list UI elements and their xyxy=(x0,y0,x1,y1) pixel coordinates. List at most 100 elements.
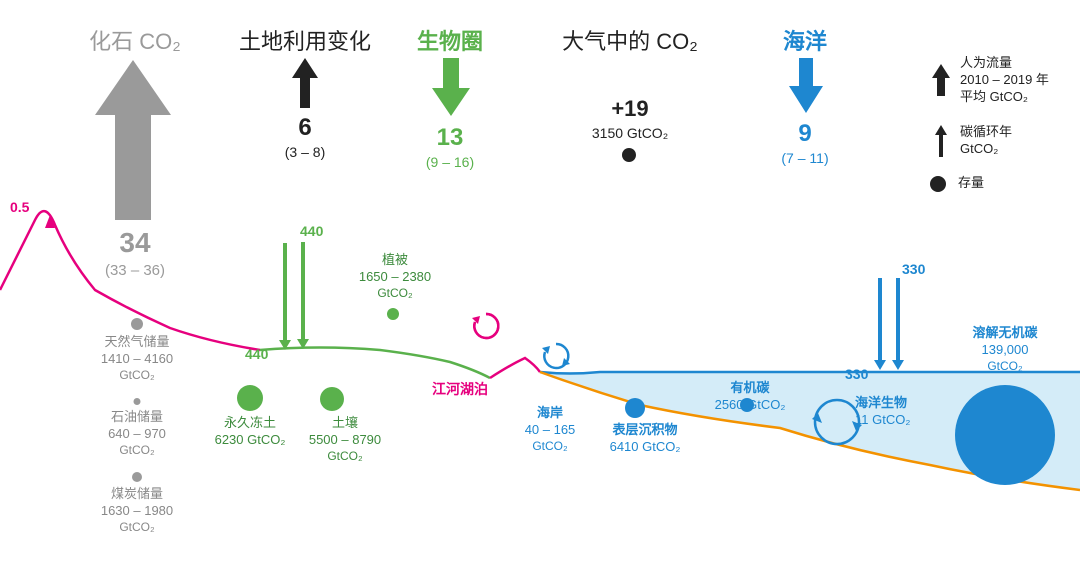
peak-value: 0.5 xyxy=(10,198,29,216)
legend-cycle-l1: 碳循环年 xyxy=(960,124,1012,141)
sediment-stock: 表层沉积物 6410 GtCO₂ xyxy=(595,422,695,456)
ocean-cycle-down: 330 xyxy=(845,365,868,383)
gas-dot xyxy=(131,318,143,330)
coast-cycle-icon xyxy=(540,340,572,372)
land-line xyxy=(260,348,490,379)
permafrost-dot xyxy=(237,385,263,411)
soil-unit: GtCO₂ xyxy=(295,449,395,465)
atmos-dot xyxy=(622,148,636,162)
legend: 人为流量 2010 – 2019 年 平均 GtCO₂ 碳循环年 GtCO₂ 存… xyxy=(930,55,1060,192)
oil-dot xyxy=(134,398,141,405)
soil-stock: 土壤 5500 – 8790 GtCO₂ xyxy=(295,415,395,464)
permafrost-stock: 永久冻土 6230 GtCO₂ xyxy=(205,415,295,449)
ocean-cycle-arrows xyxy=(870,270,910,370)
fossil-values: 34 (33 – 36) xyxy=(95,225,175,281)
land-cycle-up: 440 xyxy=(300,222,323,240)
soil-range: 5500 – 8790 xyxy=(295,432,395,449)
coal-unit: GtCO₂ xyxy=(82,520,192,536)
gas-stock: 天然气储量 1410 – 4160 GtCO₂ xyxy=(82,318,192,383)
ocean-block: 海洋 xyxy=(765,28,845,57)
river-cycle-icon xyxy=(470,310,502,342)
coast-range: 40 – 165 xyxy=(510,422,590,439)
ocean-title: 海洋 xyxy=(765,28,845,57)
veg-label: 植被 xyxy=(345,252,445,269)
coast-stock: 海岸 40 – 165 GtCO₂ xyxy=(510,405,590,454)
veg-stock: 植被 1650 – 2380 GtCO₂ xyxy=(345,252,445,301)
organic-stock: 有机碳 2560 GtCO₂ xyxy=(705,380,795,414)
rivers-label: 江河湖泊 xyxy=(420,380,500,398)
legend-anthro-l1: 人为流量 xyxy=(960,55,1049,72)
fossil-arrow xyxy=(93,60,173,220)
legend-anthro: 人为流量 2010 – 2019 年 平均 GtCO₂ xyxy=(930,55,1060,106)
dic-stock: 溶解无机碳 139,000 GtCO₂ xyxy=(955,325,1055,374)
veg-dot xyxy=(387,308,399,320)
river-line xyxy=(490,358,540,378)
organic-label: 有机碳 xyxy=(705,380,795,397)
permafrost-range: 6230 GtCO₂ xyxy=(205,432,295,449)
fossil-range: (33 – 36) xyxy=(95,261,175,281)
land-cycle-arrows xyxy=(275,235,315,350)
legend-cycle-l2: GtCO₂ xyxy=(960,141,1012,158)
legend-anthro-l2: 2010 – 2019 年 xyxy=(960,72,1049,89)
fossil-block: 化石 CO₂ xyxy=(75,28,195,57)
sediment-range: 6410 GtCO₂ xyxy=(595,439,695,456)
dic-unit: GtCO₂ xyxy=(955,359,1055,375)
biosphere-range: (9 – 16) xyxy=(415,153,485,171)
oil-stock: 石油储量 640 – 970 GtCO₂ xyxy=(82,398,192,458)
atmos-block: 大气中的 CO₂ xyxy=(555,28,705,57)
landuse-arrow xyxy=(290,58,320,108)
marine-stock: 海洋生物 11 GtCO₂ xyxy=(855,395,935,429)
watermark-text: 华南植物园 xyxy=(950,507,1050,536)
biosphere-value: 13 xyxy=(415,122,485,153)
coal-dot xyxy=(132,472,142,482)
coast-label: 海岸 xyxy=(510,405,590,422)
biosphere-values: 13 (9 – 16) xyxy=(415,122,485,171)
organic-range: 2560 GtCO₂ xyxy=(705,397,795,414)
atmos-stock: 3150 GtCO₂ xyxy=(585,124,675,142)
legend-stock-dot xyxy=(930,176,946,192)
landuse-value: 6 xyxy=(270,112,340,143)
wechat-icon xyxy=(918,510,942,534)
oil-unit: GtCO₂ xyxy=(82,443,192,459)
soil-dot xyxy=(320,387,344,411)
sediment-dot xyxy=(625,398,645,418)
ocean-value: 9 xyxy=(775,118,835,149)
dic-label: 溶解无机碳 xyxy=(955,325,1055,342)
legend-stock: 存量 xyxy=(930,175,1060,192)
landuse-title: 土地利用变化 xyxy=(235,28,375,57)
soil-label: 土壤 xyxy=(295,415,395,432)
sediment-label: 表层沉积物 xyxy=(595,422,695,439)
oil-label: 石油储量 xyxy=(82,409,192,426)
biosphere-arrow xyxy=(430,58,472,116)
dic-range: 139,000 xyxy=(955,342,1055,359)
ocean-arrow xyxy=(787,58,825,113)
land-cycle-down: 440 xyxy=(245,345,268,363)
fossil-value: 34 xyxy=(95,225,175,261)
permafrost-label: 永久冻土 xyxy=(205,415,295,432)
fossil-title: 化石 CO₂ xyxy=(75,28,195,57)
watermark: 华南植物园 xyxy=(918,507,1050,536)
coal-range: 1630 – 1980 xyxy=(82,503,192,520)
veg-unit: GtCO₂ xyxy=(345,286,445,302)
landuse-range: (3 – 8) xyxy=(270,143,340,161)
atmos-title: 大气中的 CO₂ xyxy=(555,28,705,57)
biosphere-title: 生物圈 xyxy=(400,28,500,57)
gas-range: 1410 – 4160 xyxy=(82,351,192,368)
gas-label: 天然气储量 xyxy=(82,334,192,351)
biosphere-block: 生物圈 xyxy=(400,28,500,57)
atmos-values: +19 3150 GtCO₂ xyxy=(585,95,675,142)
ocean-cycle-up: 330 xyxy=(902,260,925,278)
landuse-values: 6 (3 – 8) xyxy=(270,112,340,161)
ocean-range: (7 – 11) xyxy=(775,149,835,167)
legend-stock-label: 存量 xyxy=(958,175,984,192)
legend-anthro-l3: 平均 GtCO₂ xyxy=(960,89,1049,106)
coal-label: 煤炭储量 xyxy=(82,486,192,503)
marine-label: 海洋生物 xyxy=(855,395,935,412)
coal-stock: 煤炭储量 1630 – 1980 GtCO₂ xyxy=(82,472,192,535)
landuse-block: 土地利用变化 xyxy=(235,28,375,57)
carbon-cycle-diagram: 0.5 化石 CO₂ 34 (33 – 36) 土地利用变化 6 (3 – 8)… xyxy=(0,0,1080,576)
atmos-value: +19 xyxy=(585,95,675,124)
legend-cycle: 碳循环年 GtCO₂ xyxy=(930,124,1060,158)
gas-unit: GtCO₂ xyxy=(82,368,192,384)
ocean-values: 9 (7 – 11) xyxy=(775,118,835,167)
